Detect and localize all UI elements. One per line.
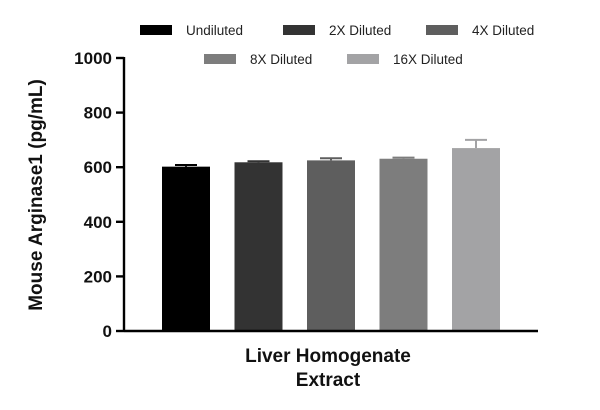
axes <box>122 57 538 333</box>
bar-5 <box>452 148 500 331</box>
y-tick-label: 200 <box>84 267 112 286</box>
legend-label-3: 4X Diluted <box>472 23 534 38</box>
y-tick-label: 600 <box>84 158 112 177</box>
y-tick-label: 800 <box>84 104 112 123</box>
legend-label-4: 8X Diluted <box>250 52 312 67</box>
x-axis-title-line-1: Liver Homogenate <box>245 346 411 367</box>
y-tick-label: 0 <box>103 322 112 341</box>
legend-swatch-1 <box>140 25 172 35</box>
y-axis-title: Mouse Arginase1 (pg/mL) <box>26 79 47 311</box>
legend: Undiluted 2X Diluted 4X Diluted 8X Diluted 1… <box>140 23 534 67</box>
legend-label-5: 16X Diluted <box>393 52 463 67</box>
legend-label-1: Undiluted <box>186 23 243 38</box>
bar-1 <box>162 166 210 331</box>
legend-swatch-4 <box>204 54 236 64</box>
error-bars <box>175 138 487 167</box>
legend-label-2: 2X Diluted <box>329 23 391 38</box>
bar-4 <box>379 158 428 331</box>
legend-swatch-5 <box>347 54 379 64</box>
x-axis-title-line-2: Extract <box>296 370 361 391</box>
bars <box>162 148 500 331</box>
y-tick-label: 1000 <box>74 49 112 68</box>
bar-2 <box>234 162 283 331</box>
y-ticks: 0 200 400 600 800 1000 <box>74 49 124 341</box>
bar-3 <box>307 160 355 331</box>
legend-swatch-2 <box>283 25 315 35</box>
legend-swatch-3 <box>426 25 458 35</box>
y-tick-label: 400 <box>84 213 112 232</box>
